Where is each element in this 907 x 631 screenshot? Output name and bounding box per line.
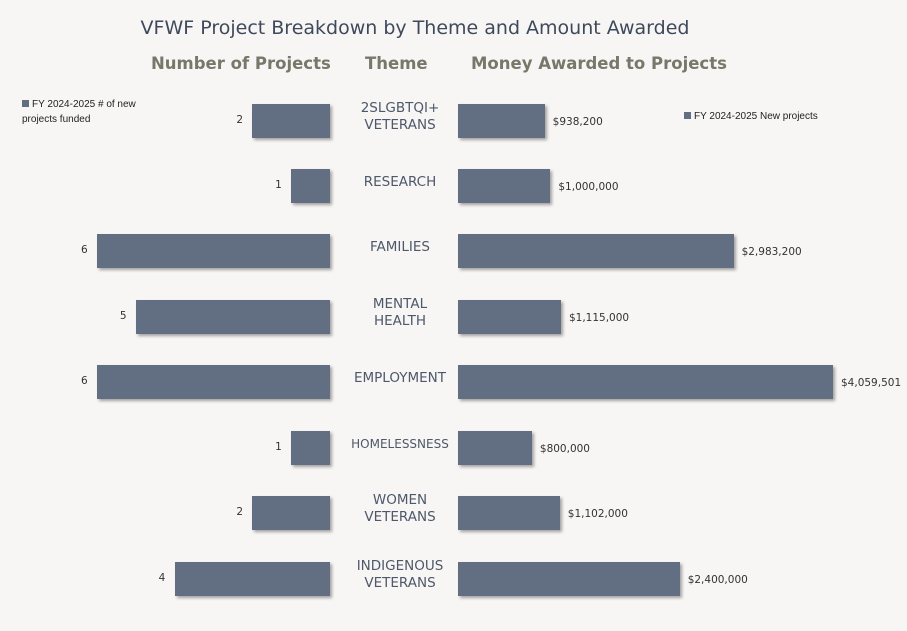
money-label: $1,102,000 bbox=[567, 508, 628, 520]
money-label: $1,115,000 bbox=[568, 312, 630, 324]
money-bar bbox=[458, 365, 833, 399]
project-count-bar bbox=[174, 562, 330, 596]
money-bar bbox=[458, 234, 734, 268]
legend-right: FY 2024-2025 New projects bbox=[684, 109, 818, 124]
legend-swatch bbox=[22, 100, 29, 107]
theme-label: MENTAL HEALTH bbox=[335, 296, 465, 330]
theme-label-line: EMPLOYMENT bbox=[353, 369, 446, 386]
project-count-label: 1 bbox=[275, 441, 282, 453]
money-bar bbox=[458, 300, 561, 334]
money-label: $800,000 bbox=[539, 443, 590, 455]
theme-label-line: VETERANS bbox=[364, 509, 436, 525]
money-bar bbox=[458, 496, 560, 530]
project-count-label: 1 bbox=[275, 179, 282, 191]
project-count-label: 2 bbox=[236, 506, 244, 518]
theme-label-line: HEALTH bbox=[374, 313, 426, 329]
money-label: $4,059,501 bbox=[841, 377, 902, 389]
money-label: $938,200 bbox=[552, 116, 603, 128]
theme-label: WOMEN VETERANS bbox=[335, 492, 465, 526]
theme-label-line: FAMILIES bbox=[370, 238, 430, 255]
theme-label: EMPLOYMENT bbox=[335, 370, 465, 387]
money-label: $2,983,200 bbox=[741, 246, 802, 258]
theme-label-line: VETERANS bbox=[364, 575, 436, 591]
project-count-label: 6 bbox=[81, 375, 88, 387]
money-bar bbox=[458, 169, 551, 203]
theme-label: HOMELESSNESS bbox=[335, 436, 465, 453]
header-money-awarded: Money Awarded to Projects bbox=[471, 54, 727, 73]
theme-label-line: INDIGENOUS bbox=[356, 558, 444, 574]
project-count-bar bbox=[97, 365, 330, 399]
project-count-bar bbox=[252, 104, 330, 138]
legend-label: FY 2024-2025 # of new projects funded bbox=[22, 99, 136, 125]
project-count-bar bbox=[135, 300, 330, 334]
money-bar bbox=[458, 562, 680, 596]
theme-label-line: 2SLGBTQI+ bbox=[360, 100, 440, 116]
money-bar bbox=[458, 431, 532, 465]
theme-label-line: VETERANS bbox=[364, 117, 436, 133]
legend-label: FY 2024-2025 New projects bbox=[694, 111, 818, 122]
theme-label-line: MENTAL bbox=[372, 296, 428, 312]
money-label: $1,000,000 bbox=[558, 181, 619, 193]
theme-label: FAMILIES bbox=[335, 239, 465, 256]
project-count-label: 4 bbox=[158, 572, 166, 584]
project-count-bar bbox=[291, 431, 330, 465]
theme-label: 2SLGBTQI+ VETERANS bbox=[335, 100, 465, 134]
theme-label-line: WOMEN bbox=[372, 492, 428, 508]
money-bar bbox=[458, 104, 545, 138]
theme-label: RESEARCH bbox=[335, 174, 465, 191]
theme-label-line: RESEARCH bbox=[363, 173, 437, 190]
project-count-bar bbox=[291, 169, 330, 203]
project-count-bar bbox=[252, 496, 330, 530]
header-theme: Theme bbox=[365, 54, 428, 73]
theme-label-line: HOMELESSNESS bbox=[351, 436, 449, 451]
project-count-label: 5 bbox=[119, 310, 127, 322]
header-number-of-projects: Number of Projects bbox=[151, 54, 331, 73]
chart-title: VFWF Project Breakdown by Theme and Amou… bbox=[140, 17, 690, 39]
theme-label: INDIGENOUS VETERANS bbox=[335, 558, 465, 592]
legend-left: FY 2024-2025 # of new projects funded bbox=[22, 97, 152, 127]
project-count-label: 2 bbox=[236, 114, 244, 126]
legend-swatch bbox=[684, 112, 691, 119]
project-count-label: 6 bbox=[81, 244, 88, 256]
project-count-bar bbox=[97, 234, 330, 268]
money-label: $2,400,000 bbox=[687, 574, 748, 586]
